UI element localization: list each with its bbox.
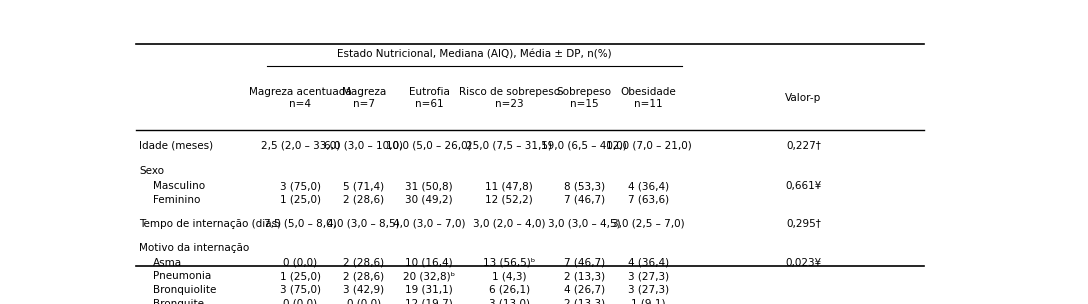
Text: Tempo de internação (dias): Tempo de internação (dias) (139, 219, 282, 229)
Text: 31 (50,8): 31 (50,8) (405, 181, 453, 191)
Text: 6,0 (3,0 – 10,0): 6,0 (3,0 – 10,0) (324, 141, 404, 151)
Text: 12 (19,7): 12 (19,7) (405, 299, 453, 304)
Text: 10 (16,4): 10 (16,4) (405, 258, 453, 268)
Text: 3,0 (2,0 – 4,0): 3,0 (2,0 – 4,0) (473, 219, 545, 229)
Text: 4 (26,7): 4 (26,7) (564, 285, 605, 295)
Text: 0 (0,0): 0 (0,0) (283, 258, 318, 268)
Text: 2 (28,6): 2 (28,6) (343, 258, 384, 268)
Text: 3 (42,9): 3 (42,9) (343, 285, 384, 295)
Text: 8 (53,3): 8 (53,3) (564, 181, 605, 191)
Text: 12,0 (7,0 – 21,0): 12,0 (7,0 – 21,0) (606, 141, 692, 151)
Text: 2 (28,6): 2 (28,6) (343, 271, 384, 282)
Text: 5 (71,4): 5 (71,4) (343, 181, 384, 191)
Text: Bronquite: Bronquite (152, 299, 203, 304)
Text: 20 (32,8)ᵇ: 20 (32,8)ᵇ (403, 271, 455, 282)
Text: 4 (36,4): 4 (36,4) (628, 258, 669, 268)
Text: 13 (56,5)ᵇ: 13 (56,5)ᵇ (483, 258, 535, 268)
Text: Valor-p: Valor-p (786, 93, 821, 103)
Text: 2,5 (2,0 – 33,0): 2,5 (2,0 – 33,0) (261, 141, 341, 151)
Text: Eutrofia
n=61: Eutrofia n=61 (409, 87, 449, 109)
Text: 2 (13,3): 2 (13,3) (564, 299, 605, 304)
Text: 3,0 (2,5 – 7,0): 3,0 (2,5 – 7,0) (613, 219, 685, 229)
Text: Magreza acentuada
n=4: Magreza acentuada n=4 (249, 87, 351, 109)
Text: 4 (36,4): 4 (36,4) (628, 181, 669, 191)
Text: 1 (25,0): 1 (25,0) (280, 195, 321, 205)
Text: 0,227†: 0,227† (786, 141, 820, 151)
Text: Masculino: Masculino (152, 181, 205, 191)
Text: 11 (47,8): 11 (47,8) (485, 181, 533, 191)
Text: Sobrepeso
n=15: Sobrepeso n=15 (557, 87, 611, 109)
Text: Asma: Asma (152, 258, 182, 268)
Text: 7 (46,7): 7 (46,7) (564, 258, 605, 268)
Text: 19 (31,1): 19 (31,1) (405, 285, 453, 295)
Text: 12 (52,2): 12 (52,2) (485, 195, 533, 205)
Text: 0,295†: 0,295† (786, 219, 820, 229)
Text: 3 (75,0): 3 (75,0) (280, 285, 321, 295)
Text: 3,0 (3,0 – 4,5): 3,0 (3,0 – 4,5) (548, 219, 620, 229)
Text: Idade (meses): Idade (meses) (139, 141, 213, 151)
Text: 3 (13,0): 3 (13,0) (489, 299, 530, 304)
Text: 19,0 (6,5 – 40,0): 19,0 (6,5 – 40,0) (542, 141, 627, 151)
Text: 7,5 (5,0 – 8,0): 7,5 (5,0 – 8,0) (264, 219, 337, 229)
Text: 1 (25,0): 1 (25,0) (280, 271, 321, 282)
Text: Pneumonia: Pneumonia (152, 271, 211, 282)
Text: 7 (46,7): 7 (46,7) (564, 195, 605, 205)
Text: Risco de sobrepeso
n=23: Risco de sobrepeso n=23 (458, 87, 559, 109)
Text: 4,0 (3,0 – 7,0): 4,0 (3,0 – 7,0) (393, 219, 466, 229)
Text: 3 (75,0): 3 (75,0) (280, 181, 321, 191)
Text: 3 (27,3): 3 (27,3) (628, 271, 669, 282)
Text: 6 (26,1): 6 (26,1) (489, 285, 530, 295)
Text: Magreza
n=7: Magreza n=7 (342, 87, 386, 109)
Text: 0 (0,0): 0 (0,0) (347, 299, 381, 304)
Text: 2 (13,3): 2 (13,3) (564, 271, 605, 282)
Text: 3 (27,3): 3 (27,3) (628, 285, 669, 295)
Text: 1 (9,1): 1 (9,1) (631, 299, 666, 304)
Text: 2 (28,6): 2 (28,6) (343, 195, 384, 205)
Text: Motivo da internação: Motivo da internação (139, 243, 249, 253)
Text: Obesidade
n=11: Obesidade n=11 (621, 87, 677, 109)
Text: 0,023¥: 0,023¥ (786, 258, 821, 268)
Text: Sexo: Sexo (139, 166, 164, 176)
Text: Feminino: Feminino (152, 195, 200, 205)
Text: Estado Nutricional, Mediana (AIQ), Média ± DP, n(%): Estado Nutricional, Mediana (AIQ), Média… (337, 50, 611, 60)
Text: 7 (63,6): 7 (63,6) (628, 195, 669, 205)
Text: 10,0 (5,0 – 26,0): 10,0 (5,0 – 26,0) (386, 141, 472, 151)
Text: 0 (0,0): 0 (0,0) (283, 299, 318, 304)
Text: 1 (4,3): 1 (4,3) (492, 271, 527, 282)
Text: 4,0 (3,0 – 8,5): 4,0 (3,0 – 8,5) (327, 219, 400, 229)
Text: 25,0 (7,5 – 31,5): 25,0 (7,5 – 31,5) (466, 141, 552, 151)
Text: 0,661¥: 0,661¥ (786, 181, 821, 191)
Text: 30 (49,2): 30 (49,2) (405, 195, 453, 205)
Text: Bronquiolite: Bronquiolite (152, 285, 217, 295)
